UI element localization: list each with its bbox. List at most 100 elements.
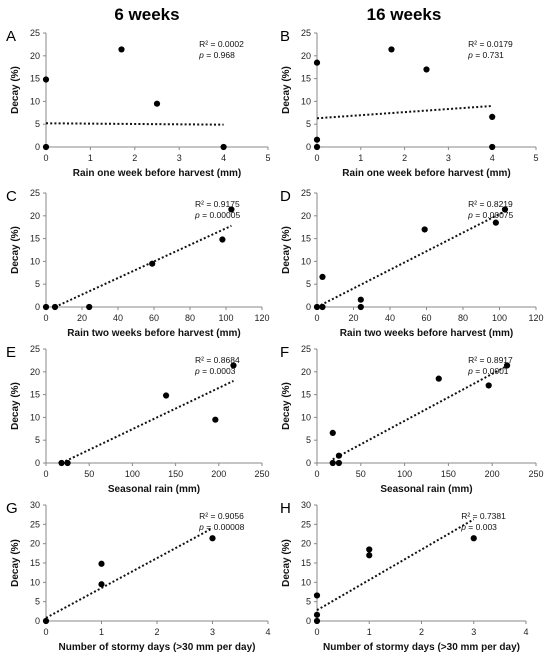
- y-tick-label: 25: [30, 28, 40, 38]
- y-tick-label: 5: [35, 119, 40, 129]
- column-title-16-weeks: 16 weeks: [367, 5, 442, 24]
- y-tick-label: 0: [35, 616, 40, 626]
- x-tick-label: 4: [490, 153, 495, 163]
- y-tick-label: 30: [30, 500, 40, 510]
- r-squared-annotation: R² = 0.8917: [468, 355, 513, 365]
- trendline: [316, 518, 475, 612]
- trendline: [45, 122, 224, 126]
- y-axis-label: Decay (%): [10, 226, 21, 274]
- x-tick-label: 5: [533, 153, 538, 163]
- p-symbol: p: [467, 50, 473, 60]
- x-tick-label: 100: [397, 469, 412, 479]
- x-tick-label: 2: [419, 627, 424, 637]
- y-tick-label: 30: [301, 500, 311, 510]
- data-point: [335, 452, 342, 459]
- data-point: [329, 429, 336, 437]
- data-point: [162, 392, 170, 399]
- x-tick-label: 0: [43, 313, 48, 323]
- y-tick-label: 15: [301, 558, 311, 568]
- p-value-annotation: p = 0.00075: [467, 210, 513, 220]
- y-tick-label: 5: [306, 119, 311, 129]
- x-tick-label: 4: [221, 153, 226, 163]
- x-axis-label: Rain one week before harvest (mm): [342, 168, 510, 179]
- y-tick-label: 15: [30, 74, 40, 84]
- panel-letter: F: [280, 344, 289, 361]
- x-tick-label: 0: [43, 627, 48, 637]
- data-point: [220, 143, 227, 151]
- x-tick-label: 40: [113, 313, 123, 323]
- x-axis-label: Seasonal rain (mm): [108, 484, 200, 495]
- x-tick-label: 200: [485, 469, 500, 479]
- x-tick-label: 200: [211, 469, 226, 479]
- y-tick-label: 10: [30, 412, 40, 422]
- data-point: [149, 260, 156, 267]
- data-point: [423, 66, 430, 73]
- data-point: [357, 296, 364, 303]
- data-point: [421, 226, 428, 233]
- y-tick-label: 5: [35, 597, 40, 607]
- x-axis-label: Rain two weeks before harvest (mm): [340, 328, 513, 339]
- r-squared-annotation: R² = 0.8219: [468, 199, 513, 209]
- data-point: [98, 560, 105, 567]
- data-point: [219, 236, 226, 243]
- x-tick-label: 50: [356, 469, 366, 479]
- y-tick-label: 20: [30, 51, 40, 61]
- x-tick-label: 20: [348, 313, 358, 323]
- y-tick-label: 0: [35, 142, 40, 152]
- panel-g: G 0 1 2 3 4 0 5 10 15 20 25 30 Number of stormy days …: [6, 500, 271, 653]
- p-symbol: p: [467, 210, 473, 220]
- y-tick-label: 10: [30, 256, 40, 266]
- data-point: [58, 459, 65, 467]
- x-tick-label: 1: [99, 627, 104, 637]
- x-tick-label: 120: [528, 313, 543, 323]
- x-tick-label: 250: [528, 469, 543, 479]
- trendline: [332, 364, 508, 461]
- y-tick-label: 10: [301, 412, 311, 422]
- p-symbol: p: [198, 522, 204, 532]
- p-value: = 0.968: [204, 50, 235, 60]
- x-axis-label: Rain one week before harvest (mm): [73, 168, 241, 179]
- y-tick-label: 25: [301, 28, 311, 38]
- y-tick-label: 20: [301, 51, 311, 61]
- r-squared-annotation: R² = 0.0002: [199, 39, 244, 49]
- x-tick-label: 100: [492, 313, 507, 323]
- data-point: [313, 617, 321, 625]
- x-tick-label: 0: [314, 153, 319, 163]
- y-tick-label: 15: [301, 74, 311, 84]
- y-tick-label: 20: [30, 211, 40, 221]
- data-point: [212, 416, 219, 423]
- y-tick-label: 10: [301, 577, 311, 587]
- y-tick-label: 15: [301, 234, 311, 244]
- data-point: [388, 46, 395, 53]
- data-point: [319, 303, 326, 311]
- y-axis-label: Decay (%): [281, 382, 292, 430]
- x-tick-label: 50: [84, 469, 94, 479]
- y-tick-label: 15: [30, 558, 40, 568]
- p-value: = 0.00075: [473, 210, 514, 220]
- y-tick-label: 0: [306, 142, 311, 152]
- x-tick-label: 2: [154, 627, 159, 637]
- x-axis-label: Number of stormy days (>30 mm per day): [58, 642, 255, 653]
- data-point: [485, 382, 492, 389]
- data-point: [209, 535, 216, 542]
- x-tick-label: 120: [254, 313, 269, 323]
- data-point: [489, 143, 496, 151]
- x-tick-label: 0: [43, 469, 48, 479]
- x-tick-label: 4: [265, 627, 270, 637]
- x-tick-label: 60: [149, 313, 159, 323]
- trendline: [316, 210, 506, 308]
- x-tick-label: 80: [185, 313, 195, 323]
- trendline: [316, 104, 493, 120]
- data-point: [503, 362, 511, 369]
- y-tick-label: 5: [306, 435, 311, 445]
- x-tick-label: 150: [441, 469, 456, 479]
- x-tick-label: 3: [177, 153, 182, 163]
- panel-b: B 0 1 2 3 4 5 0 5 10 15 20 25 Rain one week before ha…: [280, 28, 539, 179]
- data-point: [335, 459, 342, 467]
- p-value: = 0.00008: [204, 522, 245, 532]
- y-tick-label: 20: [30, 367, 40, 377]
- x-tick-label: 150: [168, 469, 183, 479]
- x-tick-label: 100: [218, 313, 233, 323]
